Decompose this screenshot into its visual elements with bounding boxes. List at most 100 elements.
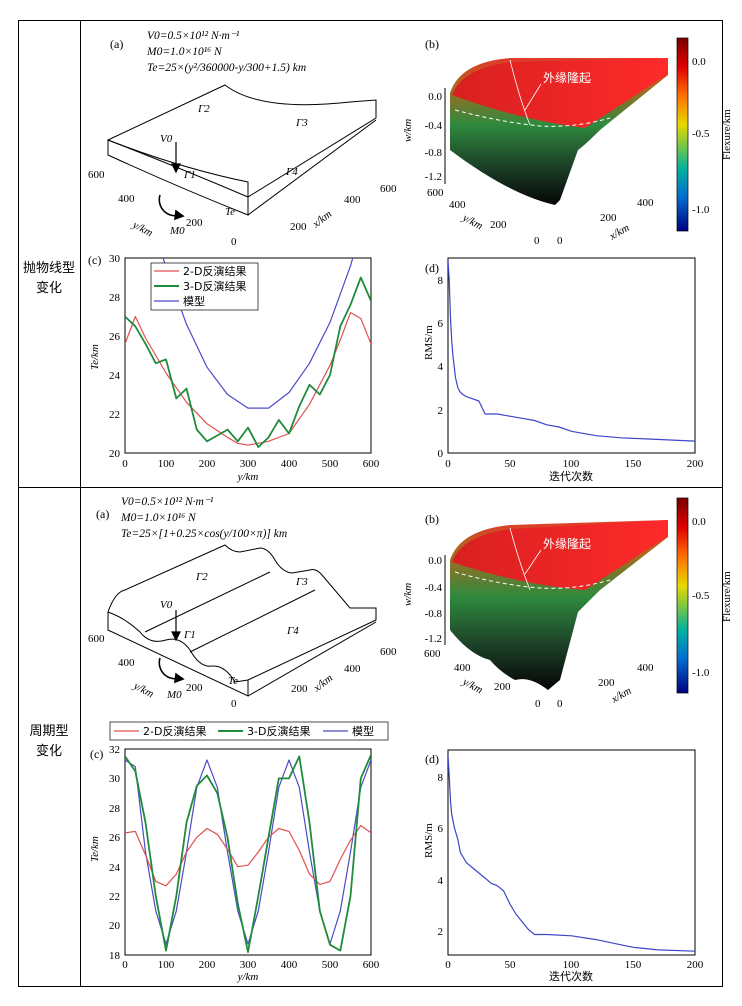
te-block-3d — [106, 84, 377, 216]
svg-text:400: 400 — [454, 662, 471, 674]
svg-text:400: 400 — [637, 197, 654, 209]
z-axis-ticks: 0.0 -0.4 -0.8 -1.2 — [425, 91, 443, 183]
series-line-2-D反演结果 — [125, 312, 371, 446]
svg-text:2: 2 — [438, 926, 444, 938]
x-axis-ticks: 0 200 400 — [557, 662, 654, 710]
plot-area — [124, 257, 372, 454]
plot-area — [447, 257, 696, 454]
panel-b-tag: (b) — [425, 512, 439, 526]
v0-label: V0 — [160, 133, 173, 145]
param-te: Te=25×(y²/360000-y/300+1.5) km — [147, 62, 306, 74]
row1-label-line1: 抛物线型 — [23, 261, 75, 276]
gamma3-label: Γ3 — [295, 576, 308, 588]
svg-text:0: 0 — [535, 698, 541, 710]
svg-text:8: 8 — [438, 275, 444, 287]
y-axis-ticks: 600 400 200 0 — [427, 187, 540, 247]
gamma1-label: Γ1 — [183, 629, 196, 641]
y-axis-label: y/km — [131, 680, 156, 701]
svg-text:300: 300 — [240, 458, 257, 470]
m0-moment-arrow-icon — [158, 657, 185, 684]
svg-text:200: 200 — [490, 219, 507, 231]
svg-text:600: 600 — [380, 183, 397, 195]
svg-text:300: 300 — [240, 959, 257, 971]
panel-c-tag: (c) — [90, 747, 103, 761]
svg-text:100: 100 — [563, 959, 580, 971]
colorbar-ticks: 0.0 -0.5 -1.0 — [692, 516, 710, 679]
row2-panel-d: (d) 2 4 6 8 RMS/m 0 50 100 150 200 迭代次数 — [423, 749, 704, 983]
svg-text:0: 0 — [557, 698, 563, 710]
svg-text:0: 0 — [534, 235, 540, 247]
series-line-RMS — [448, 755, 695, 952]
y-axis-label: Te/km — [89, 836, 101, 862]
svg-text:-0.4: -0.4 — [425, 582, 443, 594]
plot-content — [125, 754, 371, 953]
svg-text:22: 22 — [109, 891, 120, 903]
svg-text:200: 200 — [598, 677, 615, 689]
row2-label-line1: 周期型 — [29, 724, 68, 739]
y-axis-label: y/km — [130, 219, 155, 240]
panel-d-tag: (d) — [425, 261, 439, 275]
gamma4-label: Γ4 — [285, 166, 298, 178]
z-axis-label: w/km — [402, 119, 414, 142]
svg-text:-1.0: -1.0 — [692, 204, 710, 216]
x-axis-ticks: 0 200 400 600 — [231, 646, 397, 710]
series-line-RMS — [448, 260, 695, 442]
x-axis-label: 迭代次数 — [549, 969, 593, 983]
svg-text:-0.5: -0.5 — [692, 590, 710, 602]
plot-area — [124, 748, 372, 956]
series-line-3-D反演结果 — [125, 276, 371, 449]
svg-text:500: 500 — [322, 959, 339, 971]
param-m0: M0=1.0×10¹⁶ N — [146, 46, 223, 58]
x-axis-label: x/km — [607, 222, 632, 243]
x-axis-ticks: 0 200 400 — [557, 197, 654, 247]
x-axis-ticks: 0 200 400 600 — [231, 183, 397, 248]
z-axis-label: w/km — [402, 583, 414, 606]
svg-text:0.0: 0.0 — [428, 555, 442, 567]
colorbar-label: Flexure/km — [721, 571, 733, 622]
v0-label: V0 — [160, 599, 173, 611]
panel-d-tag: (d) — [425, 752, 439, 766]
svg-text:0: 0 — [231, 236, 237, 248]
x-axis-label: x/km — [311, 672, 336, 695]
svg-text:30: 30 — [109, 773, 121, 785]
svg-text:0.0: 0.0 — [692, 516, 706, 528]
v0-arrow-icon — [171, 610, 181, 642]
flexure-surface — [450, 520, 668, 690]
svg-text:100: 100 — [158, 458, 175, 470]
svg-text:26: 26 — [109, 331, 121, 343]
svg-text:200: 200 — [186, 217, 203, 229]
svg-text:6: 6 — [438, 318, 444, 330]
y-axis-label: y/km — [460, 212, 485, 233]
svg-text:-0.8: -0.8 — [425, 147, 443, 159]
gamma2-label: Γ2 — [197, 103, 210, 115]
y-axis-label: RMS/m — [423, 823, 435, 858]
param-v0: V0=0.5×10¹² N·m⁻¹ — [147, 30, 240, 42]
m0-label: M0 — [166, 689, 182, 701]
te-block-3d — [107, 544, 377, 697]
y-axis-ticks: 2 4 6 8 — [438, 772, 444, 938]
svg-text:-1.2: -1.2 — [425, 171, 442, 183]
y-axis-label: Te/km — [89, 344, 101, 370]
y-axis-ticks: 600 400 200 — [88, 169, 203, 229]
x-axis-label: 迭代次数 — [549, 469, 593, 483]
svg-text:400: 400 — [118, 657, 135, 669]
plot-area — [447, 749, 696, 956]
colorbar — [676, 37, 689, 232]
svg-text:-0.4: -0.4 — [425, 120, 443, 132]
svg-text:600: 600 — [427, 187, 444, 199]
row2-panel-a: (a) V0=0.5×10¹² N·m⁻¹ M0=1.0×10¹⁶ N Te=2… — [88, 496, 397, 710]
svg-text:400: 400 — [281, 959, 298, 971]
svg-text:200: 200 — [290, 221, 307, 233]
legend-2d: 2-D反演结果 — [143, 724, 206, 738]
svg-text:22: 22 — [109, 409, 120, 421]
svg-text:30: 30 — [109, 253, 121, 265]
param-v0: V0=0.5×10¹² N·m⁻¹ — [121, 496, 214, 508]
legend-model: 模型 — [183, 294, 205, 308]
svg-text:0: 0 — [445, 458, 451, 470]
legend: 2-D反演结果 3-D反演结果 模型 — [150, 262, 259, 311]
svg-text:28: 28 — [109, 803, 121, 815]
svg-text:150: 150 — [625, 959, 642, 971]
m0-moment-arrow-icon — [158, 194, 185, 221]
svg-text:28: 28 — [109, 292, 121, 304]
svg-text:200: 200 — [291, 683, 308, 695]
